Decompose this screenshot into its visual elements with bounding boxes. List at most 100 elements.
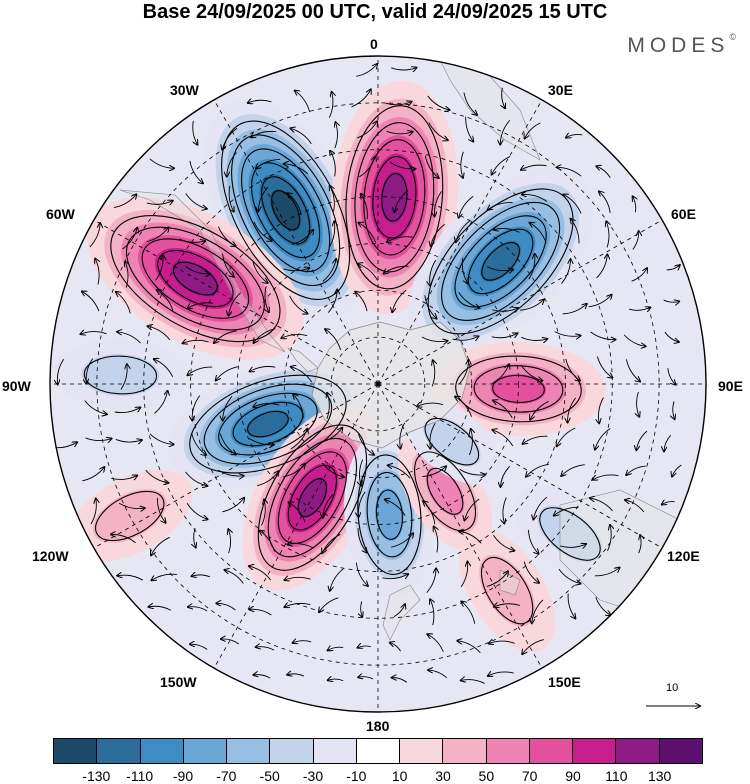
wind-arrow (392, 289, 407, 312)
wind-arrow (430, 422, 436, 449)
wind-arrow (222, 253, 234, 276)
streamline-contour (247, 410, 289, 438)
wind-arrow (588, 295, 612, 308)
streamline-contour (218, 392, 318, 456)
lon-label-120e: 120E (667, 548, 700, 564)
wind-arrow (424, 155, 438, 178)
wind-arrow (85, 438, 112, 441)
wind-arrow (186, 503, 207, 519)
wind-arrow (327, 290, 337, 313)
colorbar-tick-label: 110 (605, 768, 628, 784)
wind-arrow (523, 435, 548, 444)
wind-arrow (86, 358, 94, 384)
colorbar-tick-label: -50 (259, 768, 280, 784)
meridian-line (377, 383, 543, 669)
wind-arrow (288, 502, 306, 523)
brand-name: MODES (627, 34, 730, 57)
latitude-circle (330, 336, 426, 432)
wind-arrow (216, 366, 238, 381)
wind-arrow (223, 395, 233, 420)
wind-arrow (461, 601, 476, 624)
anomaly-band (490, 373, 547, 404)
wind-arrow (151, 536, 170, 555)
colorbar-swatch (356, 739, 401, 763)
wind-arrow (599, 191, 611, 213)
wind-arrow (465, 116, 474, 142)
streamline-contour (366, 471, 413, 558)
wind-arrow (328, 92, 333, 118)
colorbar-swatch (54, 739, 98, 763)
new-zealand-land (382, 584, 421, 641)
wind-arrow (430, 599, 434, 626)
wind-arrow (265, 286, 269, 312)
streamline-contour (454, 215, 547, 308)
streamline-contour (83, 355, 158, 395)
wind-arrow (590, 498, 613, 512)
wind-arrow (457, 641, 481, 654)
wind-arrow (227, 152, 237, 176)
wind-arrow (328, 679, 344, 681)
wind-arrow (434, 527, 438, 553)
reference-vector-label: 10 (666, 682, 679, 694)
wind-arrow (359, 459, 364, 486)
wind-arrow (284, 603, 311, 607)
lon-label-180: 180 (366, 718, 390, 734)
wind-arrow (502, 87, 505, 108)
wind-arrow (521, 164, 547, 170)
wind-arrow (291, 367, 313, 383)
wind-arrow (632, 231, 639, 250)
wind-arrow (491, 333, 518, 337)
lon-label-90e: 90E (718, 378, 743, 394)
colorbar-swatch (227, 739, 271, 763)
wind-arrow (357, 121, 377, 139)
wind-arrow (258, 186, 269, 211)
wind-arrow (155, 256, 164, 281)
colorbar-tick-label: -110 (126, 768, 154, 784)
wind-arrow (355, 292, 368, 312)
wind-arrow (673, 401, 675, 419)
meridian-line (93, 383, 379, 549)
wind-arrow (492, 430, 514, 447)
wind-arrow (520, 365, 542, 380)
lon-label-120w: 120W (32, 548, 69, 564)
wind-arrow (111, 476, 137, 480)
wind-arrow (228, 185, 234, 212)
wind-arrow (248, 437, 274, 445)
lon-label-30e: 30E (548, 82, 573, 98)
wind-arrow (431, 223, 445, 246)
wind-arrow (358, 491, 366, 517)
anomaly-band (480, 241, 521, 282)
wind-arrow (486, 571, 508, 587)
lon-label-150e: 150E (548, 674, 581, 690)
colorbar-swatch (97, 739, 141, 763)
wind-arrow (667, 368, 676, 384)
wind-arrow (672, 464, 682, 477)
wind-arrow (357, 528, 367, 552)
wind-arrow (261, 500, 266, 526)
wind-arrow (394, 189, 409, 212)
wind-arrow (527, 529, 538, 554)
wind-arrow (422, 466, 446, 477)
wind-arrow (323, 493, 334, 518)
wind-arrow (191, 433, 206, 455)
wind-arrow (389, 161, 415, 169)
colorbar-tick-label: -10 (346, 768, 367, 784)
wind-arrow (554, 331, 581, 337)
wind-arrow (285, 577, 311, 580)
wind-arrow (487, 266, 513, 271)
wind-arrow (594, 568, 620, 577)
wind-arrow (283, 268, 309, 271)
wind-arrow (188, 607, 208, 612)
lon-label-150w: 150W (160, 674, 197, 690)
wind-arrow (287, 674, 304, 676)
wind-arrow (568, 397, 577, 423)
wind-arrow (179, 238, 205, 242)
wind-arrow (259, 531, 276, 552)
colorbar-swatch (140, 739, 184, 763)
colorbar-swatch (400, 739, 444, 763)
wind-arrow (458, 360, 468, 385)
wind-arrow (185, 193, 207, 209)
wind-arrow (328, 647, 344, 650)
wind-arrow (623, 334, 646, 347)
wind-arrow (461, 151, 464, 178)
